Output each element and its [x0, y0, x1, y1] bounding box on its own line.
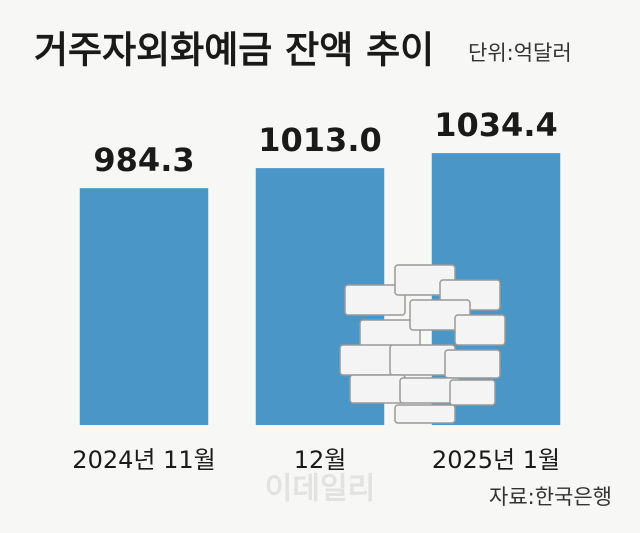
- bar: [79, 188, 209, 425]
- value-label: 1034.4: [434, 106, 557, 144]
- cash-bundle: [454, 314, 506, 346]
- cash-bundle: [339, 344, 396, 376]
- cash-bundle: [349, 374, 406, 404]
- value-label: 984.3: [93, 141, 194, 179]
- unit-label: 단위:억달러: [468, 41, 572, 65]
- cash-bundle: [444, 349, 501, 379]
- watermark: 이데일리: [265, 472, 375, 507]
- value-label: 1013.0: [258, 121, 381, 159]
- x-tick-label: 2024년 11월: [72, 446, 215, 474]
- cash-illustration: [339, 264, 506, 424]
- chart-title: 거주자외화예금 잔액 추이: [34, 29, 434, 72]
- cash-bundle: [394, 404, 456, 424]
- cash-bundle: [344, 284, 406, 316]
- cash-bundle: [449, 379, 496, 406]
- source-label: 자료:한국은행: [489, 485, 612, 509]
- x-tick-label: 12월: [294, 446, 347, 474]
- x-tick-label: 2025년 1월: [432, 446, 560, 474]
